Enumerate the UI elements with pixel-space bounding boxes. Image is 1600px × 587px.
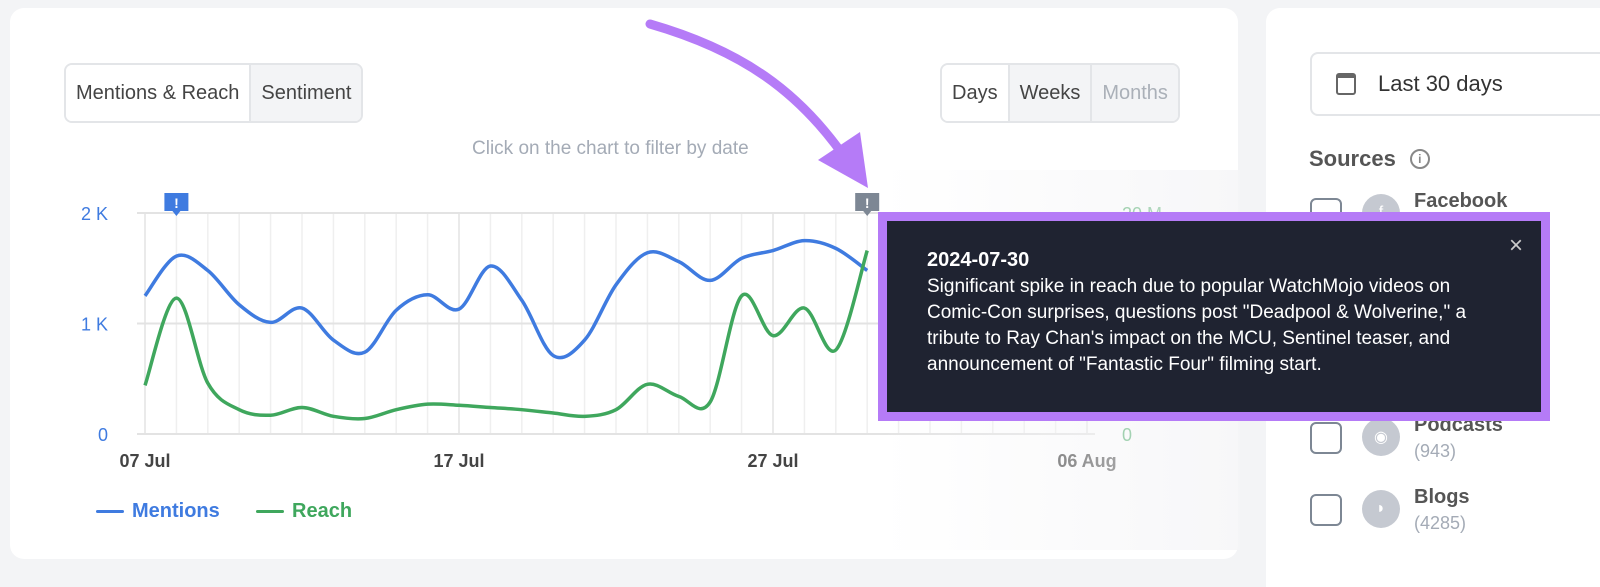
- sources-label: Sources: [1309, 146, 1396, 171]
- source-count: (943): [1414, 441, 1457, 461]
- x-tick: 17 Jul: [433, 451, 484, 471]
- podcast-icon: ◉: [1362, 418, 1400, 456]
- period-tabs: Days Weeks Months: [940, 63, 1180, 123]
- blogs-checkbox[interactable]: [1310, 494, 1342, 526]
- x-tick: 07 Jul: [119, 451, 170, 471]
- legend-label: Reach: [292, 500, 353, 522]
- tab-sentiment[interactable]: Sentiment: [249, 65, 362, 121]
- tooltip-text: Significant spike in reach due to popula…: [927, 276, 1467, 375]
- rss-icon: ◗: [1362, 490, 1400, 528]
- legend-label: Mentions: [132, 500, 220, 522]
- legend-mentions[interactable]: Mentions: [96, 500, 220, 523]
- annotation-tooltip: × 2024-07-30 Significant spike in reach …: [878, 212, 1550, 421]
- chart-hint: Click on the chart to filter by date: [472, 138, 749, 159]
- exclamation-icon: !: [174, 195, 179, 211]
- tab-days[interactable]: Days: [942, 65, 1008, 121]
- source-count: (4285): [1414, 513, 1467, 533]
- source-name: Facebook: [1414, 190, 1508, 212]
- sources-title: Sources i: [1309, 146, 1430, 172]
- calendar-icon: [1336, 73, 1356, 95]
- source-name: Blogs: [1414, 486, 1470, 508]
- y-tick-left: 0: [98, 425, 108, 445]
- series-line-mentions: [143, 238, 869, 360]
- x-tick: 27 Jul: [747, 451, 798, 471]
- tab-months[interactable]: Months: [1090, 65, 1178, 121]
- annotation-marker: [164, 193, 189, 216]
- close-icon[interactable]: ×: [1508, 232, 1523, 259]
- tab-mentions-reach[interactable]: Mentions & Reach: [66, 65, 250, 121]
- info-icon[interactable]: i: [1409, 149, 1430, 169]
- podcasts-checkbox[interactable]: [1310, 422, 1342, 454]
- y-tick-left: 1 K: [81, 315, 108, 335]
- tooltip-date: 2024-07-30: [927, 249, 1030, 271]
- source-blogs: ◗ Blogs (4285): [1310, 484, 1470, 536]
- date-range-dropdown[interactable]: Last 30 days: [1310, 52, 1600, 116]
- annotation-marker: [855, 193, 880, 216]
- exclamation-icon: !: [865, 195, 870, 211]
- metric-tabs: Mentions & Reach Sentiment: [64, 63, 364, 123]
- tab-weeks[interactable]: Weeks: [1007, 65, 1091, 121]
- legend-reach[interactable]: Reach: [256, 500, 352, 523]
- y-tick-left: 2 K: [81, 204, 108, 224]
- date-range-value: Last 30 days: [1378, 71, 1503, 96]
- series-line-reach: [143, 250, 869, 421]
